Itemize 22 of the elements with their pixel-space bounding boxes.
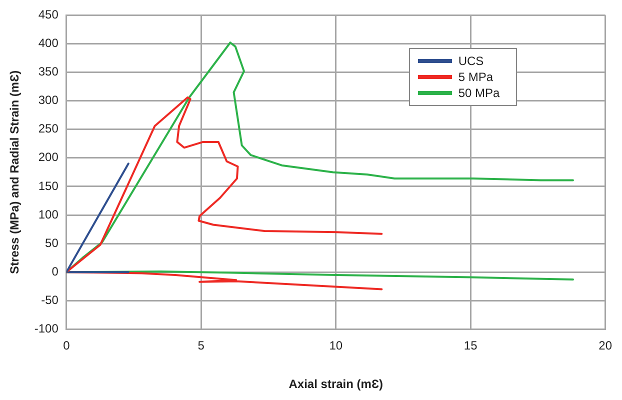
y-tick-label: 50 xyxy=(45,236,59,250)
x-tick-label: 15 xyxy=(464,338,478,353)
y-tick-label: 350 xyxy=(38,64,59,79)
x-tick-label: 20 xyxy=(598,338,612,353)
x-tick-label: 10 xyxy=(329,338,343,353)
y-tick-label: 0 xyxy=(52,264,59,278)
legend-label: UCS xyxy=(458,53,485,70)
x-tick-label: 0 xyxy=(63,338,70,353)
y-tick-label: 250 xyxy=(38,122,59,136)
legend-label: 50 MPa xyxy=(458,85,501,102)
y-tick-label: 300 xyxy=(38,93,59,108)
y-tick-label: -50 xyxy=(41,292,59,307)
y-tick-label: 150 xyxy=(38,178,59,193)
y-tick-label: 450 xyxy=(38,8,59,22)
y-tick-label: 200 xyxy=(38,150,59,164)
legend-label: 5 MPa xyxy=(458,69,494,86)
x-tick-label: 5 xyxy=(198,338,205,353)
y-tick-label: 100 xyxy=(38,207,59,222)
y-tick-label: -100 xyxy=(34,322,59,336)
y-axis-title: Stress (MPa) and Radial Strain (mƐ) xyxy=(8,70,22,274)
y-tick-label: 400 xyxy=(38,36,59,50)
x-axis-title: Axial strain (mƐ) xyxy=(288,377,383,392)
